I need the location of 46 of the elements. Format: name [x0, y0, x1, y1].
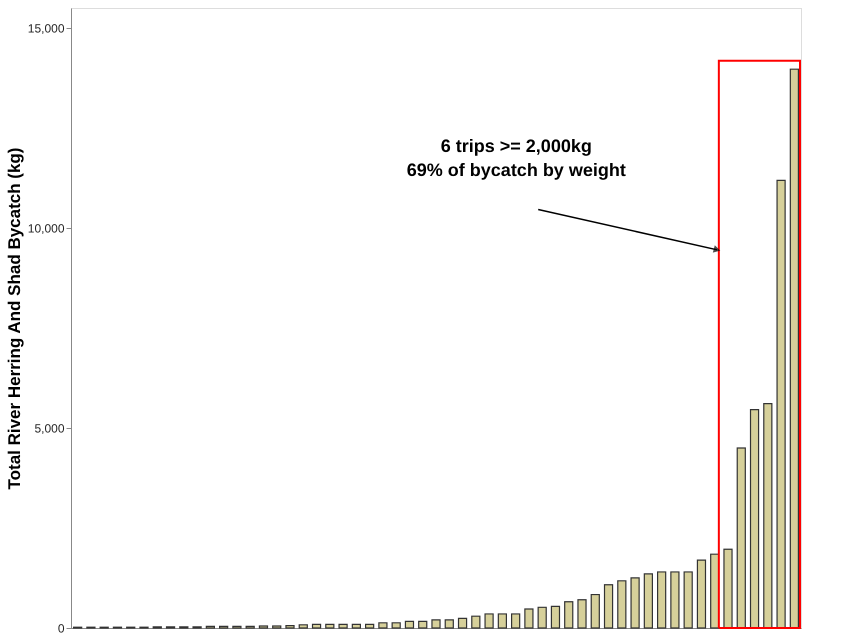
y-axis-title: Total River Herring And Shad Bycatch (kg) — [4, 148, 24, 490]
bar — [418, 620, 428, 629]
bar — [604, 584, 614, 629]
y-tick-label: 0 — [58, 622, 65, 636]
bar — [550, 606, 560, 629]
bar — [723, 548, 733, 629]
bar — [298, 624, 308, 629]
annotation: 6 trips >= 2,000kg 69% of bycatch by weight — [406, 136, 626, 180]
bar — [670, 571, 680, 629]
bar — [498, 613, 507, 629]
bar — [365, 624, 374, 629]
bar — [657, 571, 666, 629]
bar — [776, 180, 786, 629]
bar — [590, 594, 600, 629]
y-tick-label: 10,000 — [28, 222, 65, 236]
bar — [444, 619, 454, 629]
bar — [378, 622, 388, 629]
bar — [471, 616, 480, 629]
bar — [750, 409, 760, 629]
bar — [325, 624, 334, 629]
bar — [312, 624, 322, 629]
y-tick-label: 5,000 — [34, 422, 65, 436]
bar — [790, 68, 799, 629]
bar — [392, 622, 401, 629]
bar — [285, 625, 295, 629]
bar — [684, 571, 693, 629]
bar — [696, 560, 706, 629]
bar — [404, 620, 414, 629]
bar — [258, 625, 268, 629]
bar — [630, 577, 640, 629]
bar — [564, 601, 574, 629]
bar — [736, 447, 746, 629]
bar — [538, 606, 547, 629]
bar — [617, 580, 626, 629]
bar — [484, 613, 494, 629]
bar — [644, 573, 653, 629]
bar — [763, 403, 772, 629]
bar — [458, 618, 468, 629]
bar — [431, 619, 441, 629]
bar — [338, 624, 348, 629]
y-tick-label: 15,000 — [28, 22, 65, 36]
bar — [272, 625, 282, 629]
bar — [577, 599, 587, 629]
bar — [352, 624, 361, 629]
bar — [511, 613, 520, 629]
bar — [524, 608, 534, 629]
